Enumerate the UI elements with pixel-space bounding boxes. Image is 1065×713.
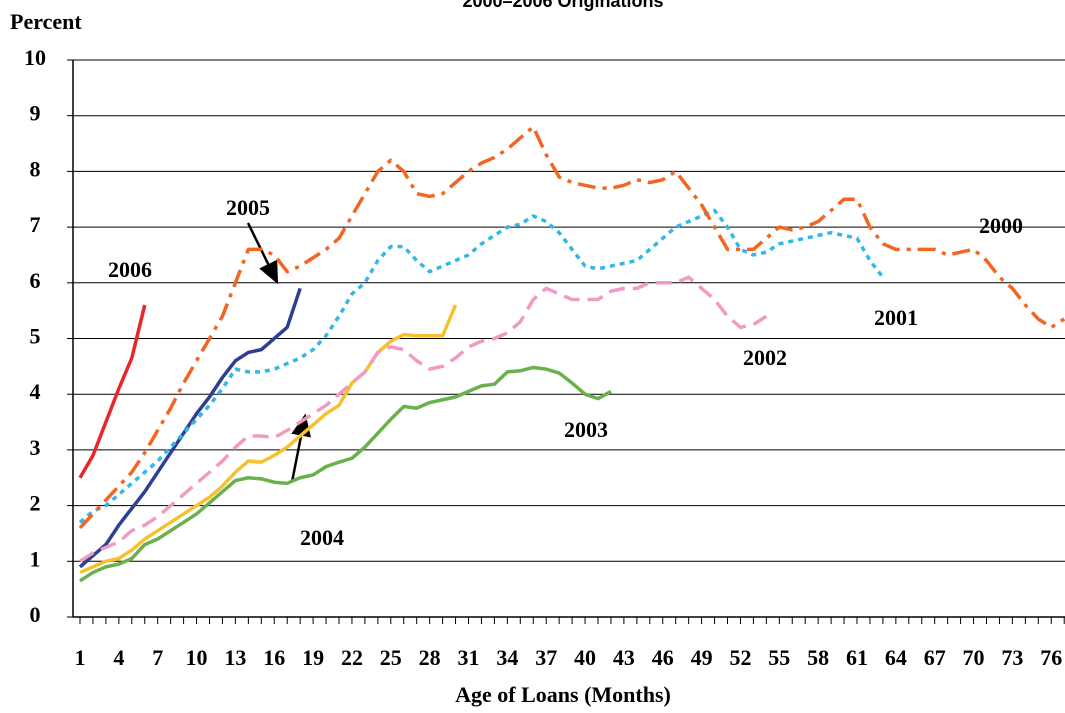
y-tick-label: 2	[30, 491, 41, 516]
series-line	[78, 304, 147, 479]
series-line	[79, 304, 458, 575]
x-tick-label: 16	[263, 645, 285, 670]
x-tick-label: 73	[1001, 645, 1023, 670]
x-tick-label: 28	[419, 645, 441, 670]
x-tick-label: 34	[496, 645, 518, 670]
series-line	[79, 365, 612, 583]
series-label: 2001	[874, 305, 918, 330]
x-tick-label: 25	[380, 645, 402, 670]
x-tick-label: 49	[691, 645, 713, 670]
series-label: 2005	[226, 195, 270, 220]
y-tick-label: 5	[30, 324, 41, 349]
y-tick-label: 8	[30, 156, 41, 181]
x-tick-label: 70	[963, 645, 985, 670]
series-line	[78, 208, 885, 524]
chart-title: 2000–2006 Originations	[462, 0, 663, 11]
y-tick-label: 7	[30, 212, 41, 237]
x-tick-label: 19	[302, 645, 324, 670]
series-label: 2006	[108, 257, 152, 282]
x-tick-label: 4	[113, 645, 124, 670]
x-tick-label: 52	[729, 645, 751, 670]
y-tick-label: 9	[30, 101, 41, 126]
x-tick-label: 40	[574, 645, 596, 670]
series-line	[78, 287, 302, 569]
x-tick-label: 46	[652, 645, 674, 670]
x-tick-label: 31	[458, 645, 480, 670]
y-tick-label: 4	[30, 379, 41, 404]
x-tick-label: 61	[846, 645, 868, 670]
arrow	[290, 413, 311, 483]
x-tick-label: 1	[75, 645, 86, 670]
y-tick-label: 6	[30, 268, 41, 293]
series-line	[78, 125, 1065, 530]
x-tick-label: 76	[1040, 645, 1062, 670]
x-tick-label: 67	[924, 645, 946, 670]
x-tick-label: 10	[186, 645, 208, 670]
y-tick-label: 1	[30, 546, 41, 571]
series-label: 2002	[743, 345, 787, 370]
x-tick-label: 58	[807, 645, 829, 670]
y-tick-label: 3	[30, 435, 41, 460]
x-tick-label: 64	[885, 645, 907, 670]
x-tick-label: 22	[341, 645, 363, 670]
x-tick-label: 7	[152, 645, 163, 670]
series-label: 2000	[979, 213, 1023, 238]
y-tick-label: 10	[24, 45, 46, 70]
y-axis-label: Percent	[10, 9, 82, 34]
series-line	[79, 275, 768, 563]
series-label: 2004	[300, 525, 344, 550]
series-label: 2003	[564, 417, 608, 442]
x-axis-label: Age of Loans (Months)	[455, 682, 671, 707]
arrow	[246, 222, 279, 285]
y-tick-label: 0	[30, 602, 41, 627]
x-tick-label: 43	[613, 645, 635, 670]
x-tick-label: 37	[535, 645, 557, 670]
x-tick-label: 55	[768, 645, 790, 670]
x-tick-label: 13	[224, 645, 246, 670]
